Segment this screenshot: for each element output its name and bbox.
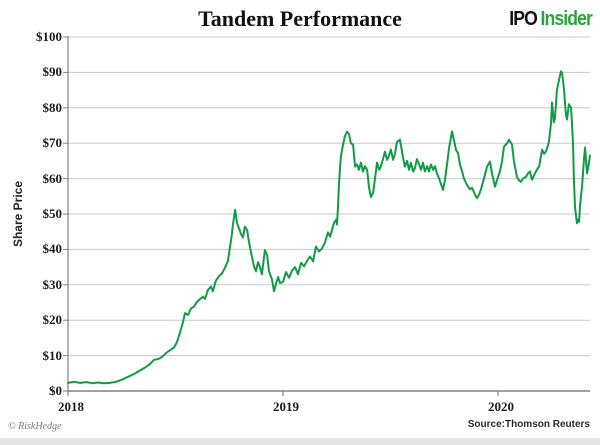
- y-tick-label: $80: [42, 99, 63, 115]
- y-tick-label: $100: [36, 29, 62, 44]
- chart-title: Tandem Performance: [198, 6, 402, 31]
- logo-insider-text: Insider: [540, 8, 592, 30]
- y-tick-label: $60: [42, 170, 63, 186]
- y-tick-label: $90: [42, 64, 63, 80]
- copyright-note: © RiskHedge: [8, 421, 62, 432]
- source-note: Source:Thomson Reuters: [467, 419, 590, 430]
- ipo-insider-logo: IPO Insider: [509, 8, 593, 31]
- bottom-strip: [0, 438, 600, 445]
- y-tick-label: $0: [49, 383, 62, 398]
- x-tick-label: 2018: [58, 399, 84, 414]
- price-line-series: [67, 70, 591, 385]
- y-tick-label: $40: [42, 241, 63, 257]
- y-tick-label: $30: [42, 276, 63, 292]
- y-tick-label: $10: [42, 347, 63, 363]
- x-tick-label: 2019: [273, 399, 299, 414]
- y-tick-label: $70: [42, 135, 63, 151]
- y-tick-label: $50: [42, 206, 63, 221]
- logo-ipo-text: IPO: [509, 8, 538, 30]
- x-tick-label: 2020: [488, 399, 514, 414]
- y-tick-label: $20: [42, 312, 63, 328]
